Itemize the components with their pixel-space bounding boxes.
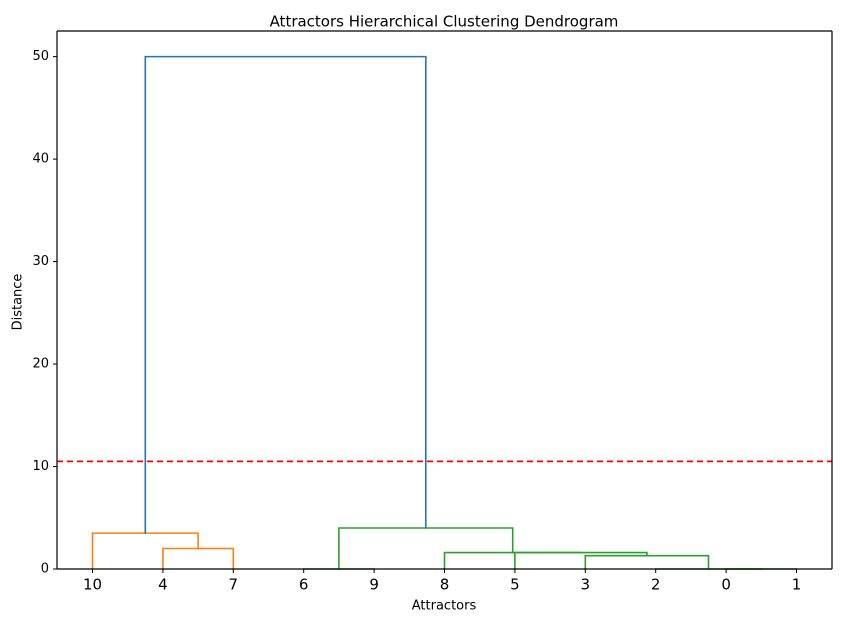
y-tick-label: 20: [32, 357, 49, 372]
dendrogram-link-10: [144, 55, 427, 534]
y-tick-label: 50: [32, 49, 49, 64]
x-tick-label: 7: [229, 576, 239, 594]
x-tick-label: 0: [721, 576, 731, 594]
x-tick-label: 4: [158, 576, 168, 594]
x-tick-label: 2: [651, 576, 661, 594]
y-tick-label: 40: [32, 152, 49, 167]
x-tick-label: 3: [581, 576, 591, 594]
x-tick-label: 9: [369, 576, 379, 594]
dendrogram-link-8: [91, 532, 199, 570]
y-tick-label: 10: [32, 459, 49, 474]
dendrogram-link-4: [584, 554, 710, 570]
dendrogram-link-7: [162, 547, 235, 570]
dendrogram-link-9: [338, 527, 514, 570]
y-tick-label: 30: [32, 254, 49, 269]
x-tick-label: 10: [83, 576, 102, 594]
y-axis-label: Distance: [11, 274, 26, 331]
y-tick-label: 0: [41, 562, 49, 577]
x-tick-label: 8: [440, 576, 450, 594]
chart-title: Attractors Hierarchical Clustering Dendr…: [270, 13, 619, 31]
x-axis-label: Attractors: [412, 599, 477, 614]
plot-area: [57, 55, 832, 570]
x-tick-label: 1: [792, 576, 802, 594]
x-tick-label: 6: [299, 576, 309, 594]
dendrogram-link-6: [443, 551, 582, 570]
x-tick-label: 5: [510, 576, 520, 594]
